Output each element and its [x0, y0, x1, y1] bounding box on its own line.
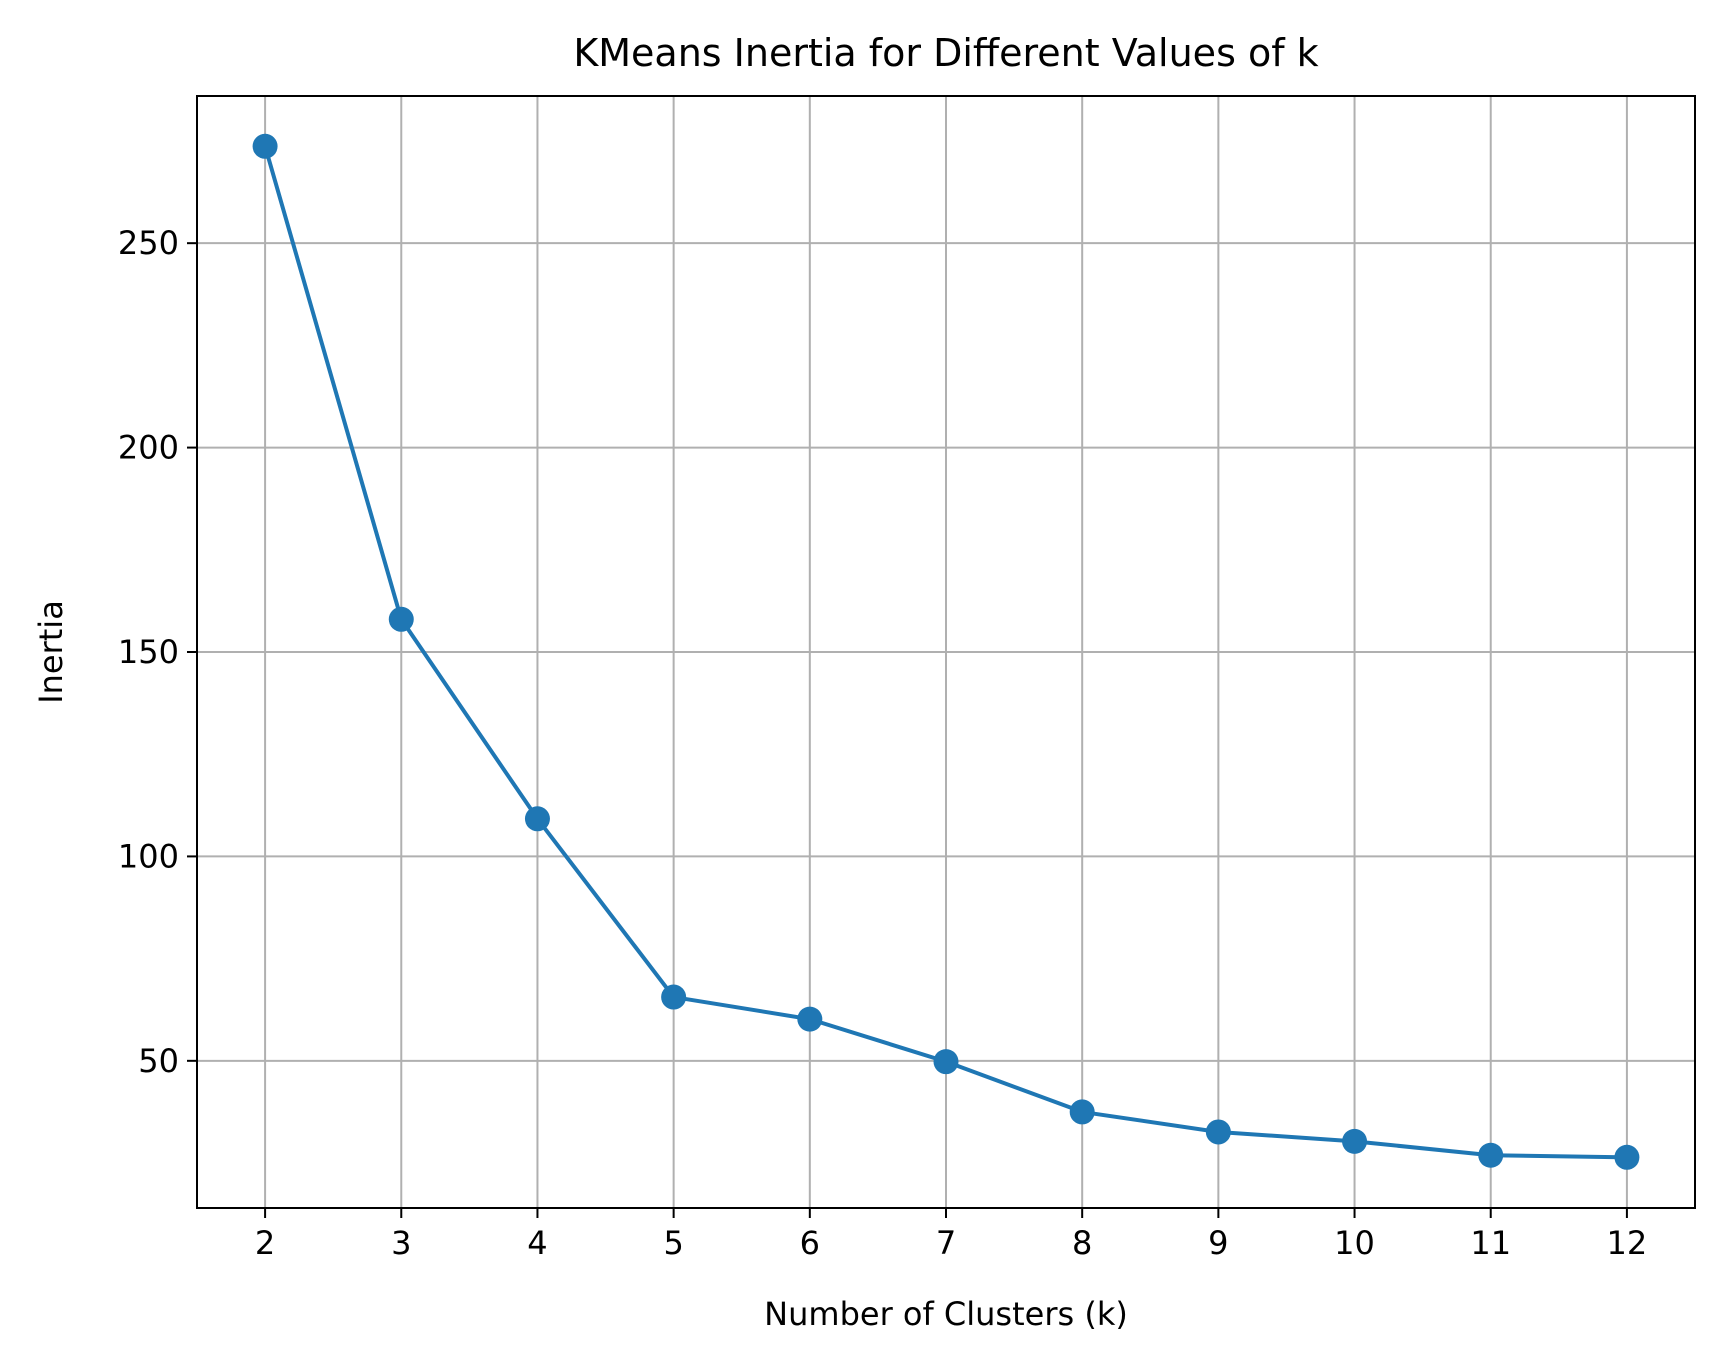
x-tick-label: 8 [1072, 1224, 1092, 1262]
inertia-data-point [1069, 1099, 1095, 1125]
y-tick-label: 50 [138, 1042, 179, 1080]
series-layer [252, 133, 1640, 1170]
chart-title: KMeans Inertia for Different Values of k [573, 31, 1318, 75]
x-tick-label: 10 [1334, 1224, 1375, 1262]
axis-ticks: 2 3 4 5 6 7 8 9 10 11 12 50 100 150 200 250 [118, 224, 1647, 1262]
x-tick-label: 3 [391, 1224, 411, 1262]
x-tick-label: 6 [800, 1224, 820, 1262]
inertia-data-point [524, 806, 550, 832]
x-tick-label: 9 [1208, 1224, 1228, 1262]
y-tick-label: 250 [118, 224, 179, 262]
x-tick-label: 5 [663, 1224, 683, 1262]
x-tick-label: 4 [527, 1224, 547, 1262]
y-tick-label: 100 [118, 837, 179, 875]
y-tick-label: 150 [118, 633, 179, 671]
x-tick-label: 12 [1607, 1224, 1648, 1262]
inertia-data-point [661, 984, 687, 1010]
y-axis-label: Inertia [32, 600, 70, 704]
x-tick-label: 7 [936, 1224, 956, 1262]
inertia-data-point [1614, 1144, 1640, 1170]
x-tick-label: 11 [1470, 1224, 1511, 1262]
inertia-data-point [1342, 1128, 1368, 1154]
inertia-data-point [933, 1049, 959, 1075]
inertia-data-point [797, 1006, 823, 1032]
x-axis-label: Number of Clusters (k) [764, 1295, 1128, 1333]
grid-lines [197, 96, 1695, 1208]
inertia-data-point [1205, 1119, 1231, 1145]
y-tick-label: 200 [118, 429, 179, 467]
inertia-data-point [252, 133, 278, 159]
inertia-data-point [388, 606, 414, 632]
inertia-data-point [1478, 1142, 1504, 1168]
x-tick-label: 2 [255, 1224, 275, 1262]
